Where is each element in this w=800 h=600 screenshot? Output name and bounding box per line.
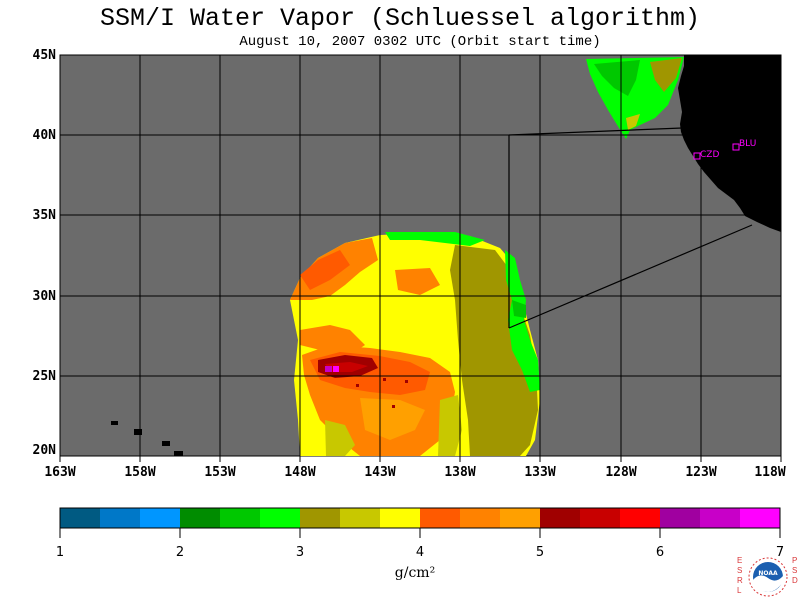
lat-lon-grid xyxy=(60,55,781,456)
noaa-logo-text: NOAA xyxy=(758,570,778,577)
colorbar-ticks xyxy=(59,528,781,538)
colorbar-swatch xyxy=(380,508,421,528)
lon-label-163w: 163W xyxy=(44,465,76,480)
lat-label-35n: 35N xyxy=(32,208,56,223)
colorbar-swatch xyxy=(140,508,181,528)
hawaii-islands xyxy=(111,421,183,456)
lat-label-30n: 30N xyxy=(32,289,56,304)
esrl-letter: E xyxy=(737,556,743,565)
esrl-text: E S R L xyxy=(737,556,745,596)
noaa-logo: NOAA xyxy=(748,557,788,597)
lon-label-118w: 118W xyxy=(754,465,786,480)
colorbar-units: g/cm² xyxy=(394,565,436,581)
station-czd: CZD xyxy=(693,150,719,160)
colorbar-swatch xyxy=(620,508,661,528)
psd-text: P S D xyxy=(792,556,800,586)
southern-swath xyxy=(290,232,540,456)
lat-label-40n: 40N xyxy=(32,128,56,143)
colorbar-swatch xyxy=(220,508,261,528)
psd-letter: S xyxy=(792,566,798,575)
colorbar-label-5: 5 xyxy=(535,545,545,560)
colorbar-swatch xyxy=(660,508,701,528)
colorbar-label-3: 3 xyxy=(295,545,305,560)
colorbar-swatch xyxy=(500,508,541,528)
north-america-land xyxy=(678,55,781,232)
lon-label-123w: 123W xyxy=(685,465,717,480)
axis-ticks xyxy=(59,456,782,462)
psd-letter: D xyxy=(792,576,798,585)
station-blu: BLU xyxy=(732,139,756,151)
colorbar-label-4: 4 xyxy=(415,545,425,560)
colorbar-swatch xyxy=(100,508,141,528)
colorbar-swatch xyxy=(460,508,501,528)
map-title: SSM/I Water Vapor (Schluessel algorithm) xyxy=(99,4,701,33)
colorbar-swatch xyxy=(300,508,341,528)
northern-swath xyxy=(586,57,684,139)
lon-label-143w: 143W xyxy=(364,465,396,480)
colorbar-swatch xyxy=(260,508,301,528)
colorbar-swatch xyxy=(420,508,461,528)
lon-label-133w: 133W xyxy=(524,465,556,480)
lat-label-20n: 20N xyxy=(32,443,56,458)
lon-label-128w: 128W xyxy=(605,465,637,480)
colorbar-swatch xyxy=(740,508,781,528)
colorbar-label-1: 1 xyxy=(55,545,65,560)
station-czd-label: CZD xyxy=(700,150,719,160)
colorbar-label-7: 7 xyxy=(775,545,785,560)
lon-label-138w: 138W xyxy=(444,465,476,480)
lon-label-153w: 153W xyxy=(204,465,236,480)
colorbar-label-2: 2 xyxy=(175,545,185,560)
esrl-letter: L xyxy=(737,586,742,595)
esrl-letter: S xyxy=(737,566,743,575)
colorbar xyxy=(59,507,781,529)
colorbar-swatch xyxy=(60,508,101,528)
psd-letter: P xyxy=(792,556,798,565)
lat-label-25n: 25N xyxy=(32,369,56,384)
colorbar-swatch xyxy=(340,508,381,528)
colorbar-swatch xyxy=(540,508,581,528)
map-subtitle: August 10, 2007 0302 UTC (Orbit start ti… xyxy=(239,34,601,50)
lon-label-148w: 148W xyxy=(284,465,316,480)
colorbar-swatch xyxy=(580,508,621,528)
colorbar-swatch xyxy=(180,508,221,528)
lat-label-45n: 45N xyxy=(32,48,56,63)
esrl-letter: R xyxy=(737,576,743,585)
colorbar-label-6: 6 xyxy=(655,545,665,560)
colorbar-swatch xyxy=(700,508,741,528)
lon-label-158w: 158W xyxy=(124,465,156,480)
station-blu-label: BLU xyxy=(739,139,756,149)
